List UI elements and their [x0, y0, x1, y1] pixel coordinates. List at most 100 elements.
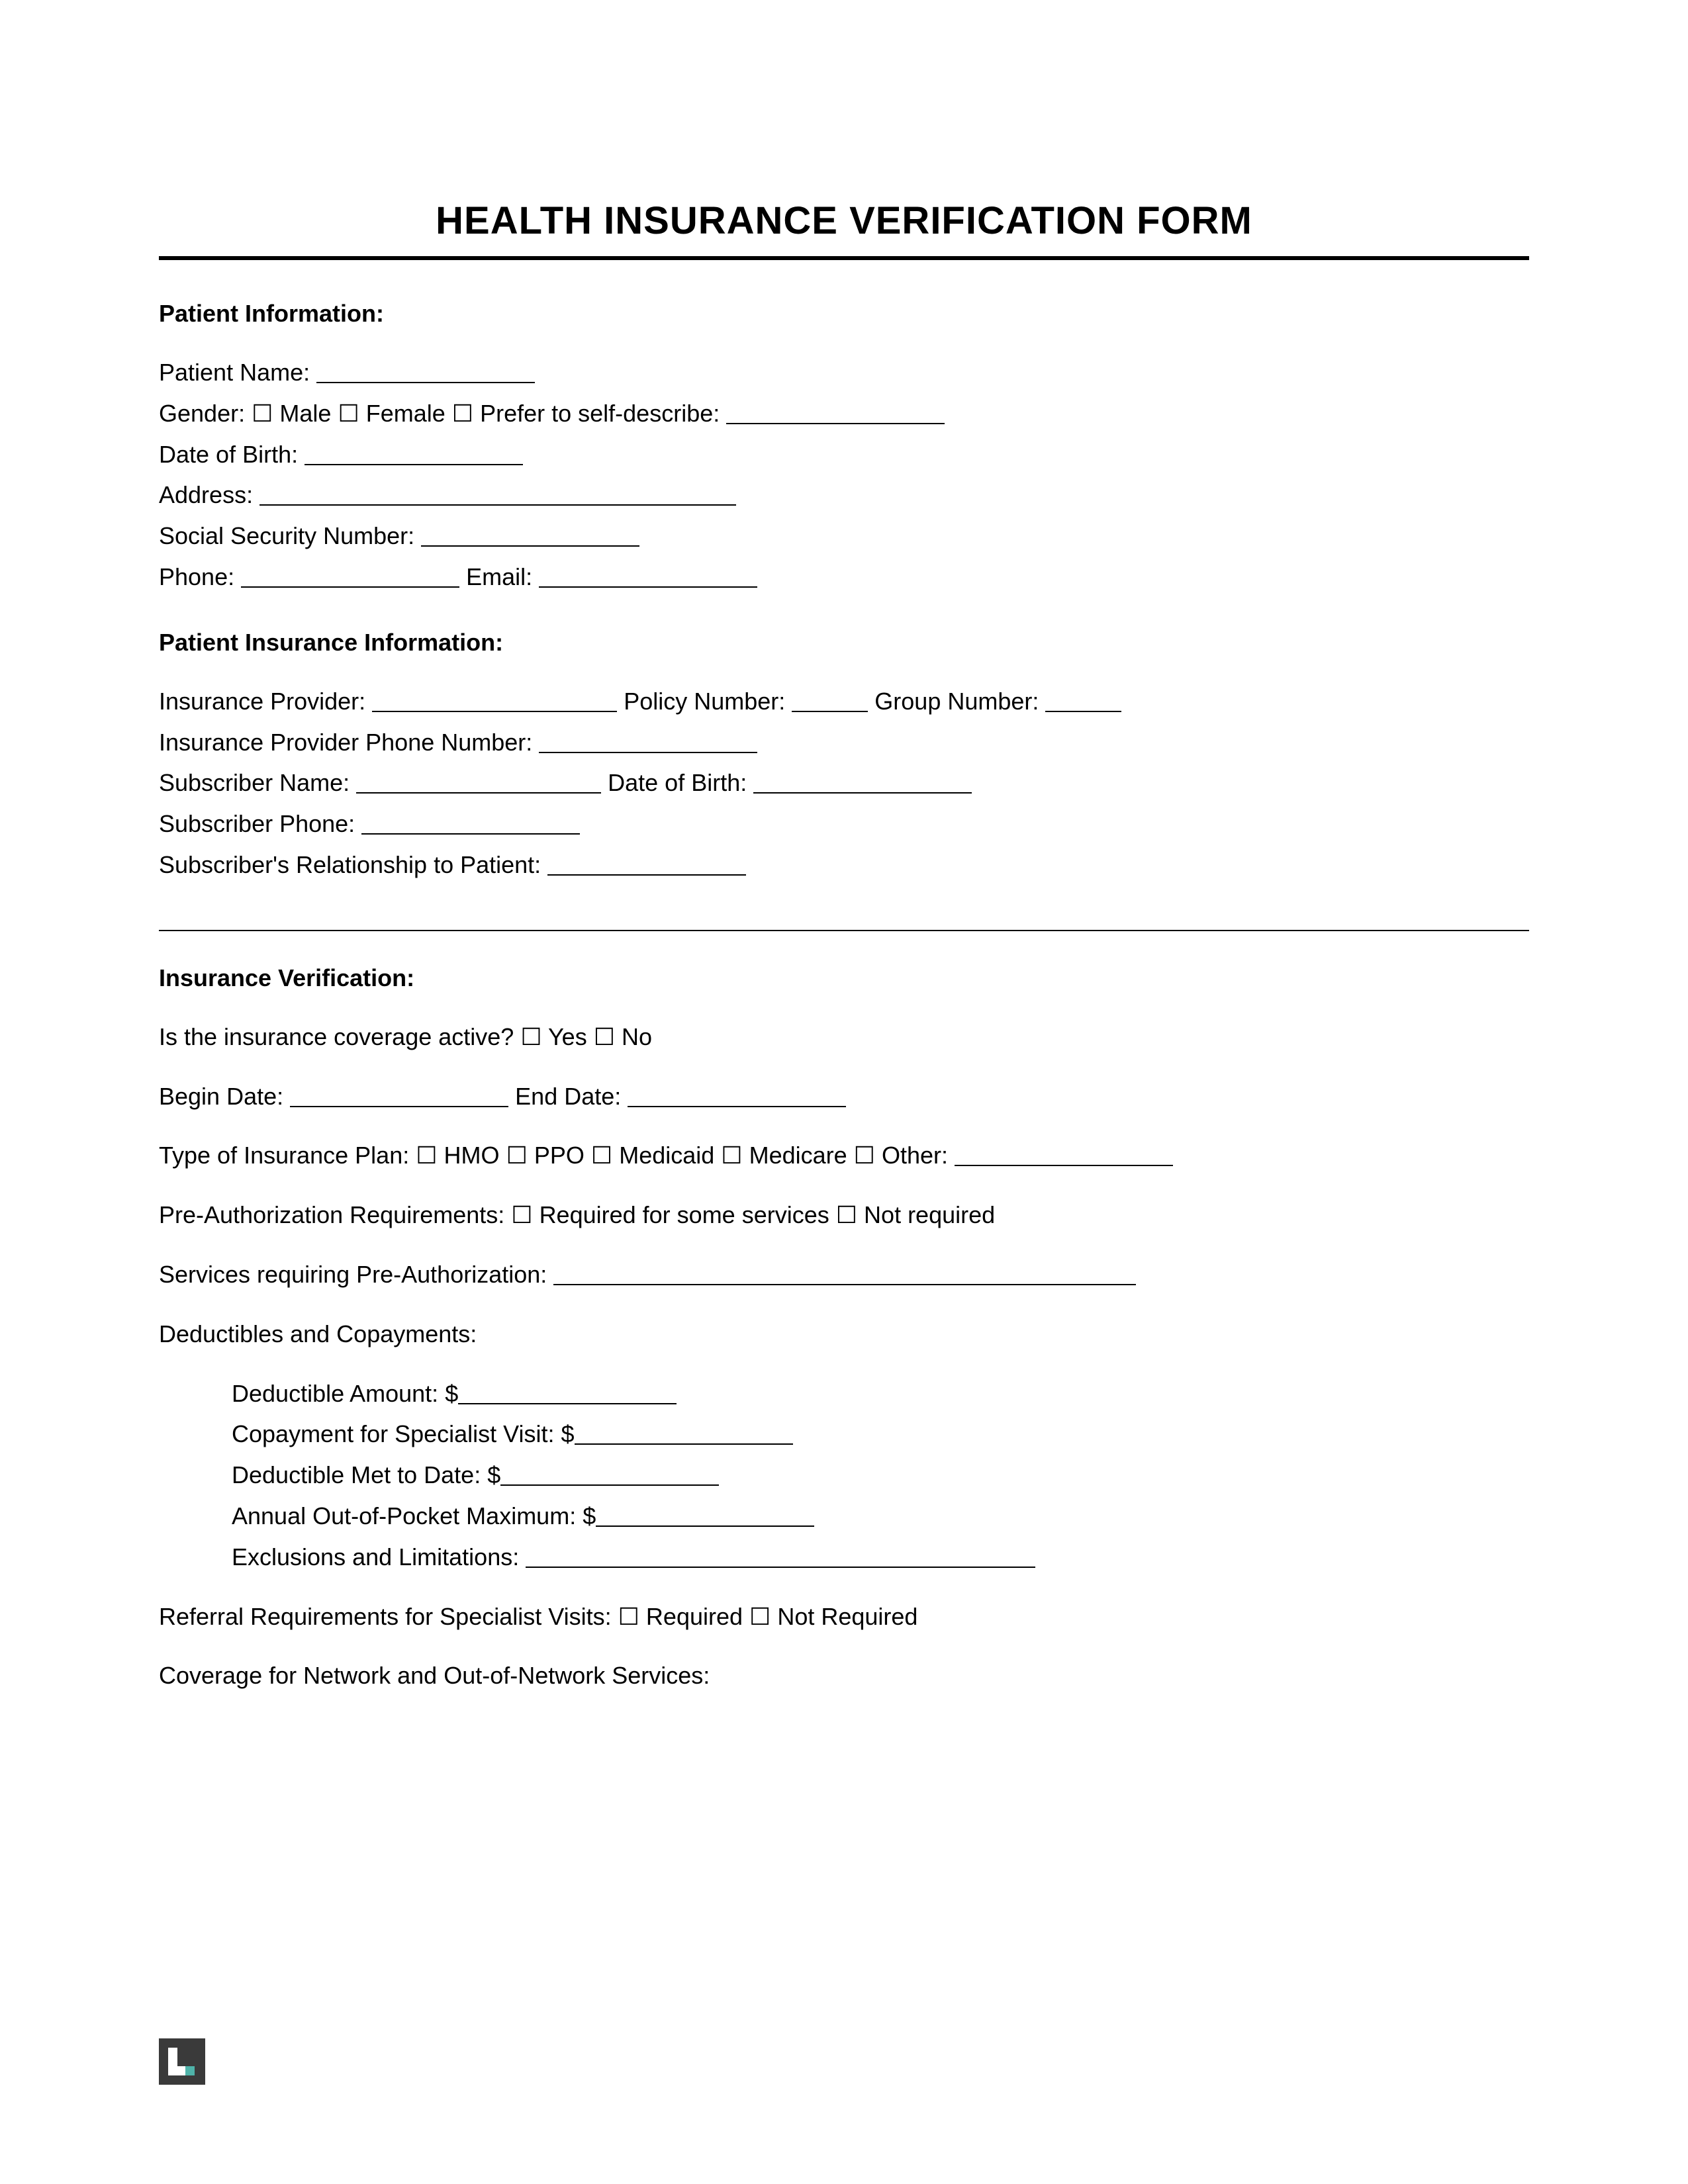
begin-date-blank[interactable] — [290, 1084, 508, 1107]
gender-male-label: Male — [279, 400, 331, 427]
gender-self-blank[interactable] — [726, 402, 945, 424]
subscriber-phone-blank[interactable] — [361, 812, 580, 835]
verification-section: Insurance Verification: Is the insurance… — [159, 964, 1529, 1694]
deductibles-block: Deductible Amount: $ Copayment for Speci… — [159, 1375, 1529, 1576]
gender-female-label: Female — [366, 400, 445, 427]
address-line: Address: — [159, 477, 1529, 514]
active-label: Is the insurance coverage active? — [159, 1023, 514, 1050]
patient-name-blank[interactable] — [316, 361, 535, 383]
hmo-label: HMO — [444, 1142, 500, 1169]
patient-name-line: Patient Name: — [159, 354, 1529, 391]
preauth-notrequired-label: Not required — [864, 1201, 995, 1228]
services-preauth-blank[interactable] — [553, 1263, 1136, 1285]
active-no-checkbox[interactable]: ☐ — [594, 1023, 615, 1050]
phone-label: Phone: — [159, 563, 234, 590]
other-blank[interactable] — [955, 1144, 1173, 1166]
services-preauth-line: Services requiring Pre-Authorization: — [159, 1256, 1529, 1293]
deductible-amount-blank[interactable] — [458, 1381, 677, 1404]
gender-female-checkbox[interactable]: ☐ — [338, 400, 359, 427]
phone-blank[interactable] — [241, 565, 459, 588]
plan-type-line: Type of Insurance Plan: ☐ HMO ☐ PPO ☐ Me… — [159, 1137, 1529, 1174]
preauth-line: Pre-Authorization Requirements: ☐ Requir… — [159, 1197, 1529, 1234]
deductible-amount-label: Deductible Amount: $ — [232, 1380, 458, 1407]
address-blank[interactable] — [259, 483, 736, 506]
provider-phone-line: Insurance Provider Phone Number: — [159, 724, 1529, 761]
ssn-label: Social Security Number: — [159, 522, 414, 549]
exclusions-line: Exclusions and Limitations: — [232, 1539, 1529, 1576]
copay-line: Copayment for Specialist Visit: $ — [232, 1416, 1529, 1453]
title-rule — [159, 256, 1529, 260]
copay-label: Copayment for Specialist Visit: $ — [232, 1420, 575, 1447]
referral-notrequired-checkbox[interactable]: ☐ — [749, 1603, 771, 1630]
deductible-met-line: Deductible Met to Date: $ — [232, 1457, 1529, 1494]
dob-label: Date of Birth: — [159, 441, 298, 468]
gender-line: Gender: ☐ Male ☐ Female ☐ Prefer to self… — [159, 395, 1529, 432]
group-blank[interactable] — [1045, 690, 1121, 712]
exclusions-blank[interactable] — [526, 1545, 1035, 1568]
services-preauth-label: Services requiring Pre-Authorization: — [159, 1261, 547, 1288]
gender-label: Gender: — [159, 400, 245, 427]
medicare-checkbox[interactable]: ☐ — [721, 1142, 742, 1169]
active-line: Is the insurance coverage active? ☐ Yes … — [159, 1019, 1529, 1056]
oop-blank[interactable] — [596, 1504, 814, 1527]
preauth-label: Pre-Authorization Requirements: — [159, 1201, 504, 1228]
deductible-met-label: Deductible Met to Date: $ — [232, 1461, 500, 1488]
address-label: Address: — [159, 481, 253, 508]
provider-phone-blank[interactable] — [539, 730, 757, 752]
referral-notrequired-label: Not Required — [777, 1603, 917, 1630]
medicaid-checkbox[interactable]: ☐ — [591, 1142, 612, 1169]
referral-label: Referral Requirements for Specialist Vis… — [159, 1603, 612, 1630]
provider-blank[interactable] — [372, 690, 617, 712]
referral-required-checkbox[interactable]: ☐ — [618, 1603, 639, 1630]
provider-label: Insurance Provider: — [159, 688, 365, 715]
email-blank[interactable] — [539, 565, 757, 588]
end-date-blank[interactable] — [628, 1084, 846, 1107]
other-label: Other: — [882, 1142, 948, 1169]
active-yes-checkbox[interactable]: ☐ — [520, 1023, 541, 1050]
ppo-label: PPO — [534, 1142, 585, 1169]
subscriber-dob-blank[interactable] — [753, 771, 972, 794]
subscriber-name-blank[interactable] — [356, 771, 601, 794]
ppo-checkbox[interactable]: ☐ — [506, 1142, 528, 1169]
footer-logo-icon — [159, 2038, 205, 2085]
dob-line: Date of Birth: — [159, 436, 1529, 473]
dob-blank[interactable] — [305, 442, 523, 465]
hmo-checkbox[interactable]: ☐ — [416, 1142, 437, 1169]
patient-name-label: Patient Name: — [159, 359, 310, 386]
copay-blank[interactable] — [575, 1422, 793, 1445]
relationship-blank[interactable] — [547, 853, 746, 876]
dates-line: Begin Date: End Date: — [159, 1078, 1529, 1115]
preauth-notrequired-checkbox[interactable]: ☐ — [836, 1201, 857, 1228]
subscriber-name-label: Subscriber Name: — [159, 769, 350, 796]
active-yes-label: Yes — [548, 1023, 587, 1050]
medicare-label: Medicare — [749, 1142, 847, 1169]
preauth-required-label: Required for some services — [539, 1201, 829, 1228]
deductibles-heading: Deductibles and Copayments: — [159, 1316, 1529, 1353]
gender-male-checkbox[interactable]: ☐ — [252, 400, 273, 427]
referral-required-label: Required — [646, 1603, 743, 1630]
provider-phone-label: Insurance Provider Phone Number: — [159, 729, 532, 756]
coverage-network-line: Coverage for Network and Out-of-Network … — [159, 1657, 1529, 1694]
patient-info-heading: Patient Information: — [159, 300, 1529, 328]
gender-self-checkbox[interactable]: ☐ — [452, 400, 473, 427]
deductible-met-blank[interactable] — [500, 1463, 719, 1486]
ssn-blank[interactable] — [421, 524, 639, 547]
preauth-required-checkbox[interactable]: ☐ — [511, 1201, 532, 1228]
oop-line: Annual Out-of-Pocket Maximum: $ — [232, 1498, 1529, 1535]
exclusions-label: Exclusions and Limitations: — [232, 1543, 519, 1570]
insurance-info-heading: Patient Insurance Information: — [159, 629, 1529, 657]
form-title: HEALTH INSURANCE VERIFICATION FORM — [159, 199, 1529, 243]
policy-label: Policy Number: — [624, 688, 785, 715]
policy-blank[interactable] — [792, 690, 868, 712]
end-date-label: End Date: — [515, 1083, 621, 1110]
phone-email-line: Phone: Email: — [159, 559, 1529, 596]
email-label: Email: — [466, 563, 532, 590]
other-checkbox[interactable]: ☐ — [854, 1142, 875, 1169]
subscriber-phone-line: Subscriber Phone: — [159, 805, 1529, 842]
begin-date-label: Begin Date: — [159, 1083, 283, 1110]
subscriber-phone-label: Subscriber Phone: — [159, 810, 355, 837]
oop-label: Annual Out-of-Pocket Maximum: $ — [232, 1502, 596, 1529]
provider-line: Insurance Provider: Policy Number: Group… — [159, 683, 1529, 720]
relationship-line: Subscriber's Relationship to Patient: — [159, 846, 1529, 884]
referral-line: Referral Requirements for Specialist Vis… — [159, 1598, 1529, 1635]
